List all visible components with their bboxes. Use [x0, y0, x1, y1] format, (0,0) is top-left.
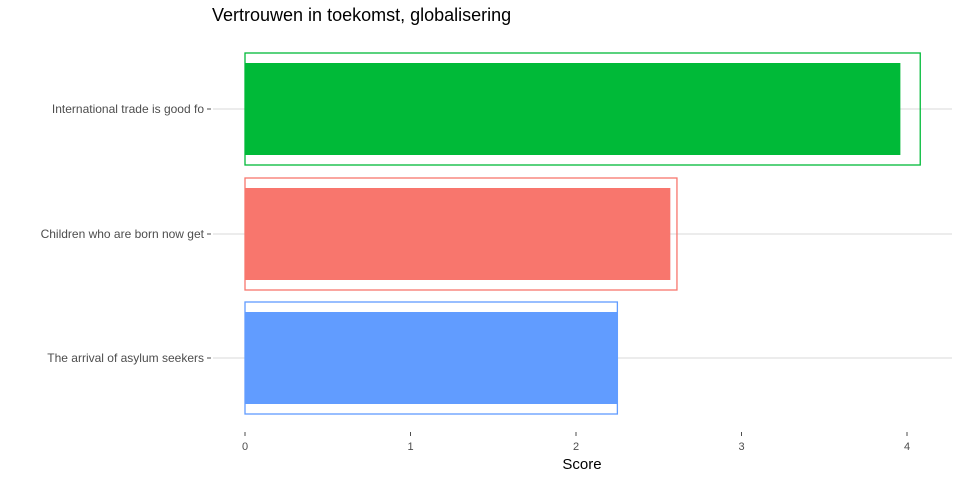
bars	[244, 52, 921, 415]
bar	[245, 312, 618, 404]
bar-outline	[244, 177, 678, 291]
bar-outline	[244, 52, 921, 166]
bar	[245, 63, 901, 155]
x-tick-label: 3	[738, 441, 744, 453]
x-tick-label: 1	[407, 441, 413, 453]
chart-title: Vertrouwen in toekomst, globalisering	[212, 5, 511, 25]
category-label: The arrival of asylum seekers	[47, 351, 204, 365]
x-axis-title: Score	[562, 456, 601, 473]
x-tick-label: 4	[904, 441, 910, 453]
category-labels: International trade is good fo Children w…	[41, 102, 211, 365]
x-axis-ticks: 0 1 2 3 4	[242, 432, 910, 453]
x-tick-label: 0	[242, 441, 248, 453]
x-tick-label: 2	[573, 441, 579, 453]
bar	[245, 188, 671, 280]
category-label: International trade is good fo	[52, 102, 204, 116]
category-label: Children who are born now get	[41, 227, 205, 241]
bar-outline	[244, 301, 619, 415]
